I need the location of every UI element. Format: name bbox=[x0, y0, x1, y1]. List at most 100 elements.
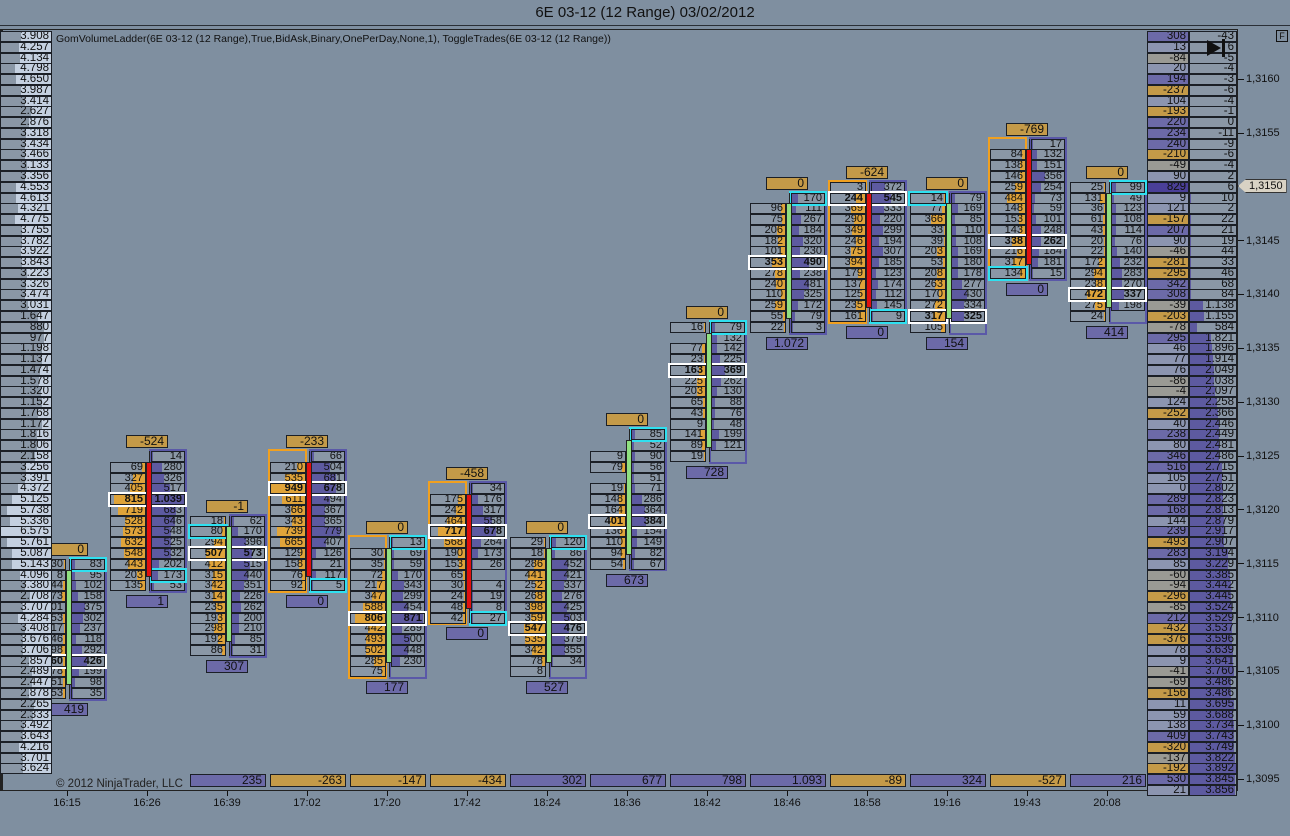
profile-row-text: 4.553 bbox=[20, 181, 49, 193]
ladder-delta-cell: 90 bbox=[1147, 171, 1189, 182]
bid-cell: 65 bbox=[670, 397, 706, 409]
ask-cell-text: 289 bbox=[403, 623, 422, 635]
ask-cell: 56 bbox=[631, 461, 665, 473]
bid-cell: 719 bbox=[110, 504, 146, 516]
time-axis-label: 18:42 bbox=[693, 797, 721, 809]
ask-cell-text: 180 bbox=[963, 257, 982, 269]
fill-bar bbox=[850, 258, 865, 268]
bid-cell: 206 bbox=[750, 224, 786, 236]
ladder-volume-cell-text: -6 bbox=[1223, 149, 1234, 161]
fill-bar bbox=[462, 570, 465, 580]
ask-cell: 238 bbox=[791, 267, 825, 279]
bid-cell-text: 535 bbox=[284, 472, 303, 484]
profile-row-text: 3.987 bbox=[20, 84, 49, 96]
scroll-to-end-icon[interactable] bbox=[1205, 38, 1229, 58]
fill-bar bbox=[1190, 333, 1212, 343]
ask-cell-text: 67 bbox=[649, 558, 662, 570]
ask-cell: 140 bbox=[1111, 246, 1145, 258]
ladder-volume-cell: 2 bbox=[1189, 171, 1237, 182]
fill-bar bbox=[281, 495, 305, 505]
fill-bar bbox=[944, 193, 945, 203]
price-axis-label: 1,3125 bbox=[1238, 450, 1280, 462]
profile-row-text: 1.806 bbox=[20, 440, 49, 452]
bar-volume-box: 527 bbox=[526, 681, 568, 695]
bid-cell-text: 314 bbox=[204, 591, 223, 603]
fill-bar bbox=[1093, 268, 1105, 278]
bid-cell: 25 bbox=[1070, 181, 1106, 193]
fill-bar bbox=[1096, 279, 1105, 289]
fill-bar bbox=[1190, 344, 1213, 354]
ladder-volume-cell-text: 3.822 bbox=[1205, 752, 1234, 764]
fill-bar bbox=[782, 215, 785, 225]
ladder-delta-cell: -296 bbox=[1147, 591, 1189, 603]
session-delta-box: 216 bbox=[1070, 774, 1146, 787]
bid-cell-text: 170 bbox=[924, 289, 943, 301]
ladder-volume-cell: 3.486 bbox=[1189, 687, 1237, 699]
ask-cell-text: 299 bbox=[883, 224, 902, 236]
bar-volume-box: 0 bbox=[286, 595, 328, 609]
ask-cell-text: 194 bbox=[883, 235, 902, 247]
ladder-volume-cell: 2 bbox=[1189, 203, 1237, 215]
fill-bar bbox=[72, 581, 76, 591]
price-axis-label: 1,3105 bbox=[1238, 665, 1280, 677]
ask-cell: 545 bbox=[869, 190, 907, 206]
ask-cell: 108 bbox=[951, 235, 985, 247]
ask-cell: 448 bbox=[391, 644, 425, 656]
bid-cell: 9 bbox=[590, 451, 626, 463]
bid-cell-text: 472 bbox=[1084, 289, 1103, 301]
ladder-volume-cell: 10 bbox=[1189, 192, 1237, 204]
bid-cell: 54 bbox=[590, 558, 626, 570]
profile-row-text: 3.755 bbox=[20, 224, 49, 236]
ladder-volume-cell-text: 33 bbox=[1221, 257, 1234, 269]
fill-bar bbox=[552, 570, 567, 580]
fill-bar bbox=[872, 182, 886, 192]
bid-cell-text: 343 bbox=[284, 515, 303, 527]
ladder-delta-cell: -60 bbox=[1147, 569, 1189, 581]
ask-cell: 307 bbox=[871, 246, 905, 258]
fill-bar bbox=[213, 570, 225, 580]
ask-cell: 73 bbox=[1031, 192, 1065, 204]
ladder-delta-cell-text: 168 bbox=[1166, 504, 1186, 516]
ladder-volume-cell: 3.734 bbox=[1189, 720, 1237, 732]
fill-bar bbox=[26, 268, 51, 278]
ask-cell-text: 132 bbox=[1043, 149, 1062, 161]
bid-cell-text: 84 bbox=[1010, 149, 1023, 161]
fill-bar bbox=[17, 484, 51, 494]
bar-volume-box-text: 154 bbox=[943, 335, 964, 350]
ask-cell: 15 bbox=[1031, 267, 1065, 279]
ask-cell: 200 bbox=[231, 612, 265, 624]
bid-cell-text: 43 bbox=[1090, 224, 1103, 236]
ask-cell: 85 bbox=[231, 634, 265, 646]
ask-cell-text: 95 bbox=[89, 569, 102, 581]
fill-bar bbox=[1094, 301, 1105, 311]
bid-cell: 405 bbox=[110, 483, 146, 495]
session-delta-box-text: 302 bbox=[561, 773, 582, 787]
bid-cell-text: 65 bbox=[450, 569, 463, 581]
ladder-delta-cell-text: 409 bbox=[1166, 731, 1186, 743]
fill-bar bbox=[712, 344, 718, 354]
f-button[interactable]: F bbox=[1276, 30, 1288, 42]
price-axis-label-text: 1,3100 bbox=[1246, 719, 1280, 732]
ask-cell: 71 bbox=[631, 483, 665, 495]
bid-cell-text: 949 bbox=[284, 483, 303, 495]
ask-cell-text: 504 bbox=[323, 461, 342, 473]
ask-cell: 31 bbox=[231, 644, 265, 656]
time-axis-label-text: 18:36 bbox=[613, 797, 641, 809]
ask-cell-text: 430 bbox=[963, 289, 982, 301]
fill-bar bbox=[24, 290, 51, 300]
ladder-volume-cell: -6 bbox=[1189, 149, 1237, 161]
ask-cell: 351 bbox=[231, 580, 265, 592]
bid-cell-text: 89 bbox=[690, 440, 703, 452]
price-axis-label-text: 1,3130 bbox=[1246, 396, 1280, 409]
ask-cell: 4 bbox=[471, 580, 505, 592]
bid-cell: 137 bbox=[830, 278, 866, 290]
ladder-delta-cell: -210 bbox=[1147, 149, 1189, 161]
bid-cell-text: 806 bbox=[364, 612, 383, 624]
fill-bar bbox=[232, 548, 253, 558]
bid-cell-text: 30 bbox=[50, 558, 63, 570]
bid-cell: 502 bbox=[350, 644, 386, 656]
fill-bar bbox=[524, 624, 545, 634]
bar-volume-box: 673 bbox=[606, 573, 648, 587]
fill-bar bbox=[624, 484, 625, 494]
price-axis-label: 1,3135 bbox=[1238, 342, 1280, 354]
